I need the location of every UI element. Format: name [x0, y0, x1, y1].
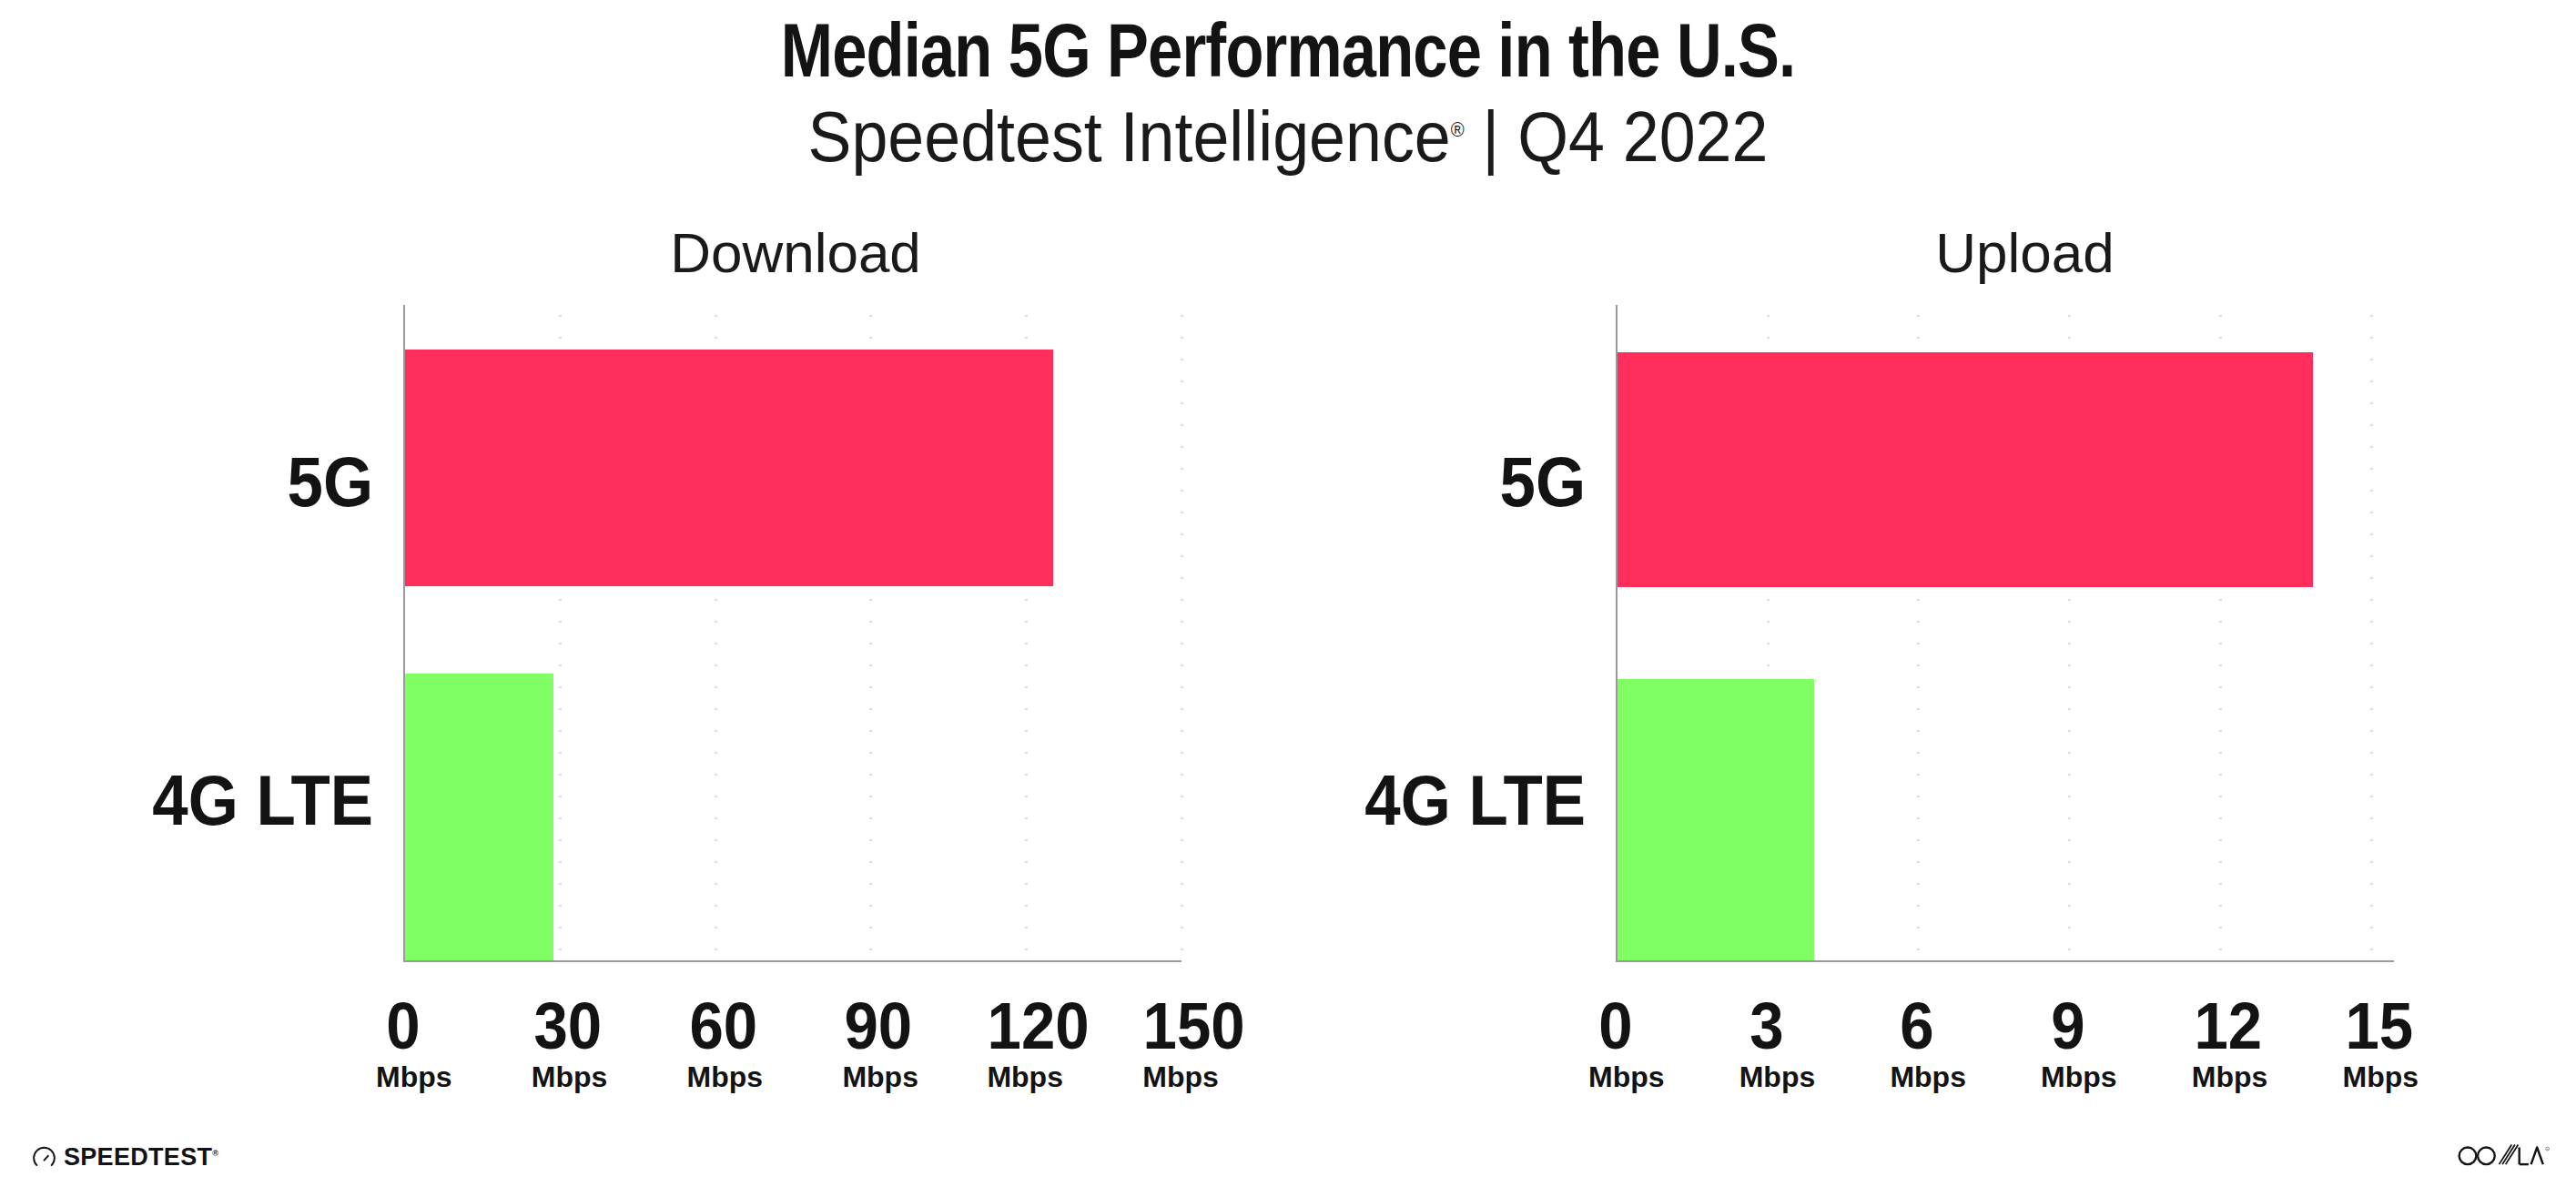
svg-text:R: R [2547, 1148, 2549, 1150]
